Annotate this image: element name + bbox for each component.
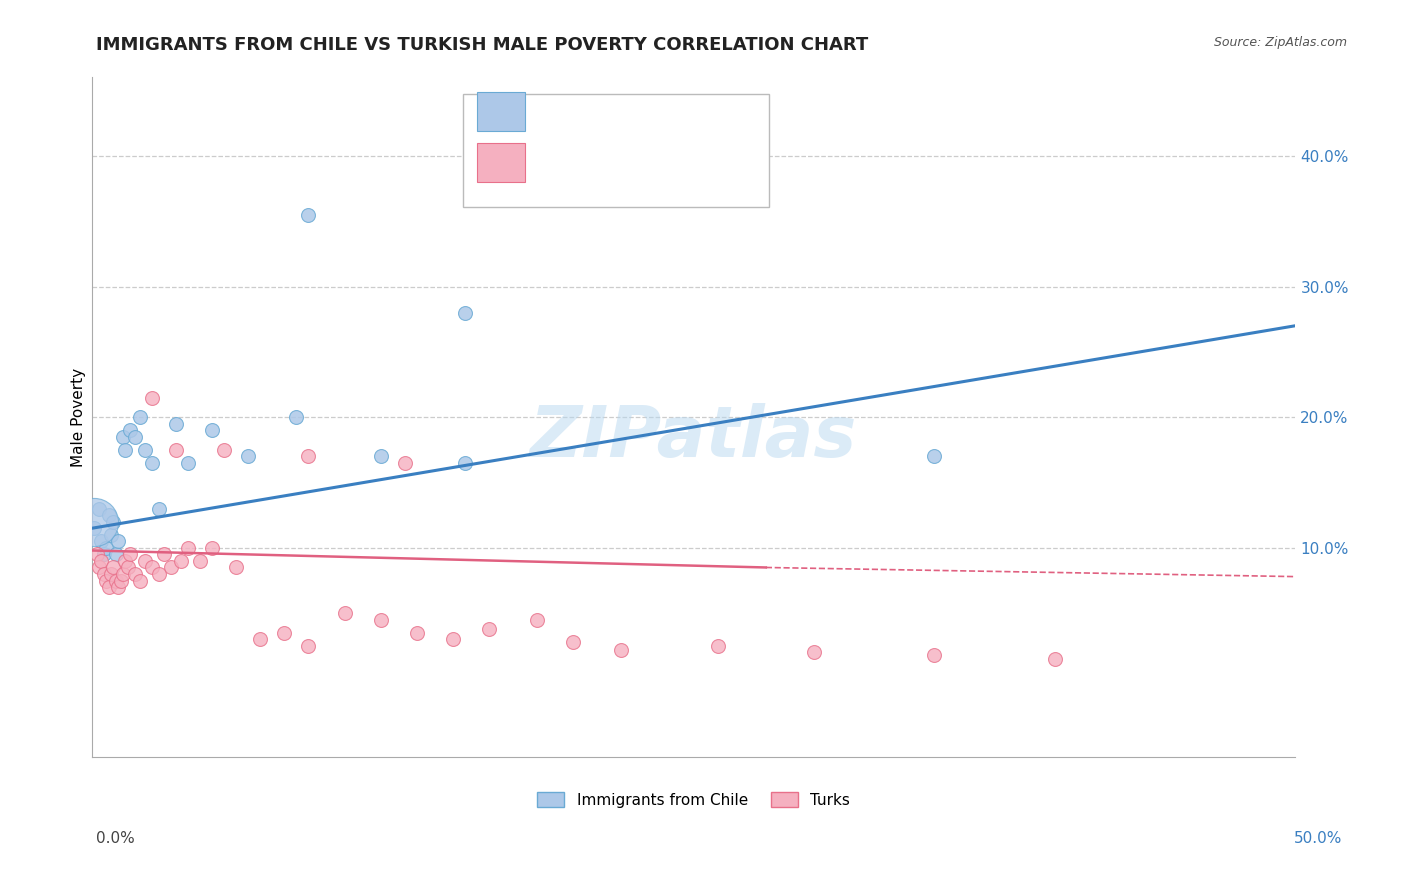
Point (96, 574, 118, 588)
Point (526, 613, 548, 627)
Point (394, 456, 416, 470)
Point (160, 560, 183, 574)
Point (103, 515, 125, 529)
Point (83, 515, 105, 529)
Text: R =: R = (541, 103, 579, 119)
Point (454, 306, 477, 320)
Point (110, 574, 132, 588)
Point (93, 567, 115, 582)
Text: R =: R = (541, 155, 575, 169)
Point (441, 632, 464, 647)
Point (104, 548, 127, 562)
Point (188, 554, 211, 568)
Point (153, 548, 176, 562)
Point (129, 574, 152, 588)
Point (924, 648, 946, 662)
Point (177, 541, 200, 555)
Text: N = 42: N = 42 (669, 155, 723, 169)
Text: N = 28: N = 28 (669, 103, 723, 119)
Point (134, 442, 156, 457)
Point (97, 580, 120, 594)
Point (104, 574, 127, 588)
Point (273, 625, 295, 640)
Point (333, 606, 356, 620)
Point (100, 567, 122, 582)
Point (129, 410, 152, 425)
Point (165, 417, 187, 431)
Text: Source: ZipAtlas.com: Source: ZipAtlas.com (1213, 36, 1347, 49)
Text: 50.0%: 50.0% (1295, 831, 1343, 846)
Point (803, 645, 825, 659)
Point (706, 639, 728, 653)
Point (120, 423, 142, 437)
Point (87, 501, 110, 516)
Text: ZIPatlas: ZIPatlas (530, 403, 858, 472)
Point (297, 639, 319, 653)
Point (370, 613, 392, 627)
Point (112, 430, 135, 444)
Point (405, 625, 427, 640)
Text: IMMIGRANTS FROM CHILE VS TURKISH MALE POVERTY CORRELATION CHART: IMMIGRANTS FROM CHILE VS TURKISH MALE PO… (96, 36, 868, 54)
FancyBboxPatch shape (477, 143, 524, 182)
Point (297, 208, 319, 222)
Point (238, 450, 260, 464)
Point (112, 567, 135, 582)
Point (124, 567, 146, 582)
Point (562, 635, 585, 649)
Point (100, 528, 122, 542)
Point (165, 442, 187, 457)
Point (97, 508, 120, 523)
Point (212, 442, 235, 457)
FancyBboxPatch shape (463, 95, 769, 207)
Point (86, 548, 108, 562)
Point (141, 456, 163, 470)
Point (107, 580, 129, 594)
Point (170, 554, 193, 568)
Y-axis label: Male Poverty: Male Poverty (72, 368, 86, 467)
Point (249, 632, 271, 647)
Point (610, 642, 633, 657)
Point (141, 560, 163, 574)
Point (114, 554, 136, 568)
Point (225, 560, 247, 574)
Point (114, 442, 136, 457)
Point (134, 554, 156, 568)
Legend: Immigrants from Chile, Turks: Immigrants from Chile, Turks (531, 786, 856, 814)
Text: 0.0%: 0.0% (96, 831, 135, 846)
Point (96, 541, 118, 555)
Point (201, 423, 224, 437)
Point (148, 501, 170, 516)
Point (93, 548, 115, 562)
Point (285, 410, 308, 425)
Point (117, 560, 139, 574)
Point (1043, 652, 1066, 666)
Point (370, 450, 392, 464)
Point (87, 560, 110, 574)
Point (201, 541, 224, 555)
Point (124, 430, 146, 444)
Point (107, 534, 129, 549)
FancyBboxPatch shape (477, 92, 524, 131)
Point (454, 456, 477, 470)
Text: 0.316: 0.316 (593, 103, 643, 119)
Text: -0.037: -0.037 (583, 155, 638, 169)
Point (120, 548, 142, 562)
Point (924, 450, 946, 464)
Point (148, 567, 170, 582)
Point (90, 534, 112, 549)
Point (90, 554, 112, 568)
Point (141, 391, 163, 405)
Point (177, 456, 200, 470)
Point (478, 622, 501, 636)
Point (297, 450, 319, 464)
Point (83, 521, 105, 535)
Point (103, 560, 125, 574)
